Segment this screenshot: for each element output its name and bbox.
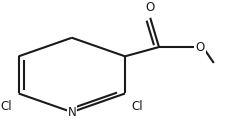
Text: Cl: Cl: [1, 100, 12, 113]
Text: N: N: [67, 106, 76, 119]
Text: O: O: [195, 41, 204, 54]
Text: Cl: Cl: [131, 100, 142, 113]
Text: O: O: [145, 1, 154, 14]
